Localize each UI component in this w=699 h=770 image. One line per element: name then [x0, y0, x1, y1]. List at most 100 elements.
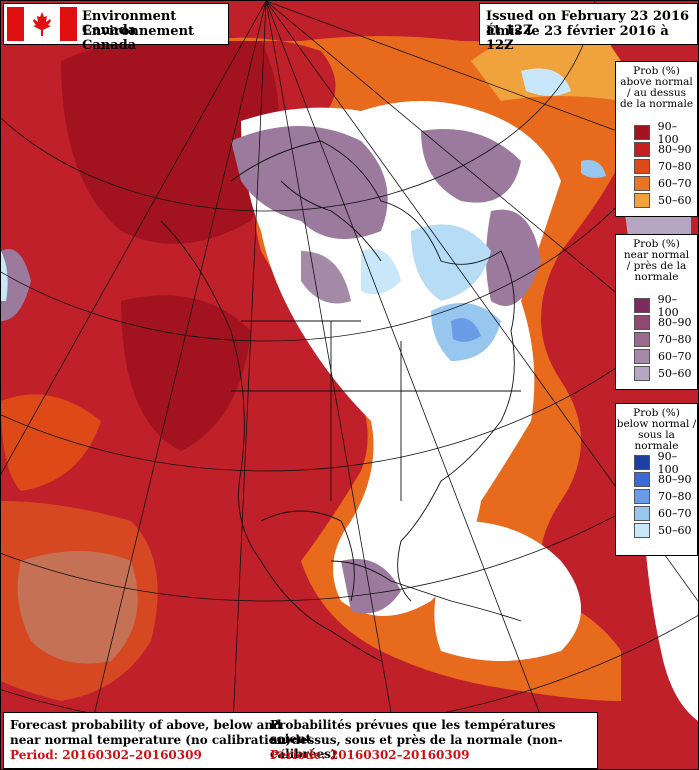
- issued-en: Issued on February 23 2016 at 12Z: [486, 9, 690, 38]
- issued-box: Issued on February 23 2016 at 12Z Émis l…: [479, 3, 698, 53]
- legend-title: Prob (%) above normal / au dessus de la nor…: [616, 62, 697, 110]
- legend-title-line: sous la normale: [634, 429, 679, 452]
- below-normal-50-patch: [1, 251, 8, 301]
- legend-below-normal: Prob (%) below normal / sous la normale 90–…: [615, 403, 698, 556]
- legend-swatch: [634, 193, 650, 208]
- legend-title-line: above normal: [620, 76, 693, 88]
- below-normal-50-patch: [411, 224, 491, 301]
- near-normal-60-patch: [231, 126, 388, 239]
- legend-swatch: [634, 349, 650, 364]
- legend-title: Prob (%) below normal / sous la normale: [616, 404, 697, 452]
- below-normal-50-patch: [361, 249, 401, 295]
- legend-swatch: [634, 159, 650, 174]
- legend-title-line: de la normale: [619, 98, 694, 110]
- legend-entry: 60–70: [634, 505, 697, 522]
- legend-label: 80–90: [658, 143, 692, 156]
- legend-title-line: Prob (%): [633, 407, 680, 419]
- legend-swatch: [634, 298, 650, 313]
- footer-en-line1: Forecast probability of above, below and: [10, 718, 282, 732]
- legend-entry: 80–90: [634, 471, 697, 488]
- legend-above-normal: Prob (%) above normal / au dessus de la nor…: [615, 61, 698, 217]
- legend-title-line: near normal: [623, 249, 690, 261]
- legend-swatch: [634, 332, 650, 347]
- footer-fr-period: Période: 20160302–20160309: [270, 748, 470, 762]
- legend-entry: 50–60: [634, 522, 697, 539]
- near-normal-60-patch: [341, 559, 401, 614]
- above-90-patch: [121, 295, 251, 451]
- legend-title-line: / près de la: [626, 260, 687, 272]
- footer-fr-line2: au-dessus, sous et près de la normale (n…: [270, 733, 563, 761]
- legend-label: 60–70: [658, 507, 692, 520]
- legend-title-line: normale: [634, 271, 679, 283]
- legend-label: 90–100: [657, 292, 679, 319]
- footer-en-period: Period: 20160302–20160309: [10, 748, 202, 762]
- legend-entry: 60–70: [634, 175, 697, 192]
- legend-entry: 70–80: [634, 331, 697, 348]
- near-normal-60-patch: [301, 251, 351, 304]
- legend-entry: 80–90: [634, 141, 697, 158]
- legend-label: 50–60: [658, 524, 692, 537]
- legend-label: 50–60: [658, 194, 692, 207]
- legend-entry: 60–70: [634, 348, 697, 365]
- legend-entry: 90–100: [634, 120, 697, 146]
- legend-near-normal: Prob (%) near normal / près de la normale 90…: [615, 234, 698, 390]
- legend-entries: 90–100 80–90 70–80 60–70 50–60: [634, 293, 697, 382]
- legend-swatch: [634, 366, 650, 381]
- agency-box: Environment Canada Environnement Canada: [3, 3, 229, 53]
- legend-entry: 50–60: [634, 365, 697, 382]
- footer-en-line2: near normal temperature (no calibration): [10, 733, 292, 747]
- legend-label: 70–80: [658, 160, 692, 173]
- legend-swatch: [634, 142, 650, 157]
- below-normal-50-patch: [521, 68, 571, 96]
- below-normal-70-patch: [451, 318, 481, 342]
- footer-fr-line1: Probabilités prévues que les température…: [270, 718, 556, 746]
- legend-swatch: [634, 315, 650, 330]
- legend-entry: 70–80: [634, 488, 697, 505]
- legend-label: 70–80: [658, 333, 692, 346]
- legend-label: 90–100: [657, 119, 679, 146]
- above-60-patch: [1, 501, 158, 701]
- legend-title-line: below normal /: [616, 418, 697, 430]
- legend-label: 80–90: [658, 316, 692, 329]
- canada-flag-icon: [7, 7, 77, 41]
- legend-swatch: [634, 472, 650, 487]
- legend-swatch: [634, 176, 650, 191]
- below-normal-60-patch: [581, 160, 606, 178]
- legend-entry: 50–60: [634, 192, 697, 209]
- legend-title-line: Prob (%): [633, 65, 680, 77]
- legend-entry: 80–90: [634, 314, 697, 331]
- legend-label: 60–70: [658, 177, 692, 190]
- legend-entry: 70–80: [634, 158, 697, 175]
- legend-entries: 90–100 80–90 70–80 60–70 50–60: [634, 120, 697, 209]
- legend-label: 80–90: [658, 473, 692, 486]
- near-normal-60-patch: [486, 209, 541, 306]
- legend-entries: 90–100 80–90 70–80 60–70 50–60: [634, 450, 697, 539]
- legend-entry: 90–100: [634, 293, 697, 319]
- legend-entry: 90–100: [634, 450, 697, 476]
- agency-name-fr: Environnement Canada: [82, 24, 195, 53]
- coastlines: [160, 140, 522, 662]
- legend-label: 60–70: [658, 350, 692, 363]
- above-90-patch: [61, 34, 279, 244]
- legend-label: 50–60: [658, 367, 692, 380]
- agency-name-en: Environment Canada: [82, 9, 177, 38]
- legend-swatch: [634, 523, 650, 538]
- legend-swatch: [634, 506, 650, 521]
- issued-fr: Émis le 23 février 2016 à 12Z: [486, 24, 669, 53]
- near-normal-region: [434, 521, 581, 661]
- legend-label: 70–80: [658, 490, 692, 503]
- footer-box: Forecast probability of above, below and…: [3, 712, 598, 769]
- above-50-band: [471, 29, 621, 101]
- above-70-patch: [1, 394, 101, 491]
- legend-swatch: [634, 125, 650, 140]
- near-normal-60-patch: [421, 129, 521, 203]
- legend-swatch: [634, 455, 650, 470]
- legend-title: Prob (%) near normal / près de la normale: [616, 235, 697, 283]
- legend-label: 90–100: [657, 449, 679, 476]
- legend-title-line: Prob (%): [633, 238, 680, 250]
- legend-swatch: [634, 489, 650, 504]
- near-normal-60-patch: [1, 249, 31, 321]
- legend-title-line: / au dessus: [626, 87, 687, 99]
